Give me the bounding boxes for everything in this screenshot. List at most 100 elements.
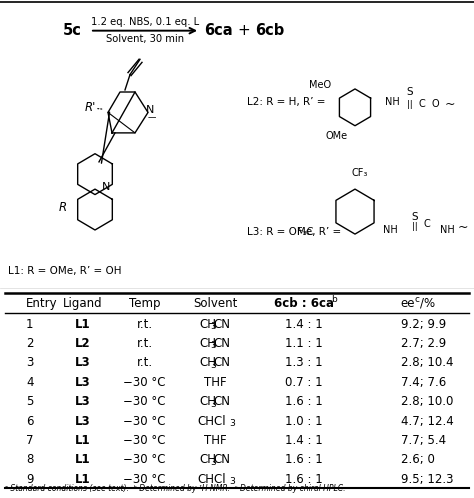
Text: 6ca: 6ca [204, 23, 232, 38]
Text: 3: 3 [210, 322, 217, 331]
Text: ||: || [412, 223, 418, 232]
Text: L3: L3 [75, 357, 91, 370]
Text: 0.7 : 1: 0.7 : 1 [285, 375, 322, 389]
Text: L1: L1 [75, 453, 91, 466]
Text: 2.8; 10.4: 2.8; 10.4 [401, 357, 453, 370]
Text: L3: L3 [75, 395, 91, 408]
Text: 3: 3 [210, 399, 217, 409]
Text: 1.4 : 1: 1.4 : 1 [285, 318, 323, 331]
Text: CF₃: CF₃ [352, 168, 368, 178]
Text: 3: 3 [210, 458, 217, 467]
Text: C: C [419, 99, 425, 109]
Text: CN: CN [214, 395, 231, 408]
Text: S: S [412, 212, 419, 222]
Text: ~: ~ [445, 98, 455, 111]
Text: L3: R = OMe, R’ =: L3: R = OMe, R’ = [247, 227, 341, 237]
Text: Solvent: Solvent [193, 297, 238, 310]
Text: F₃C: F₃C [297, 227, 313, 237]
Text: 2.8; 10.0: 2.8; 10.0 [401, 395, 453, 408]
Text: CHCl: CHCl [198, 473, 226, 486]
Text: 9.5; 12.3: 9.5; 12.3 [401, 473, 453, 486]
Text: 6cb: 6cb [255, 23, 284, 38]
Text: 5c: 5c [63, 23, 82, 38]
Text: 7.7; 5.4: 7.7; 5.4 [401, 434, 446, 447]
Text: b: b [331, 295, 337, 304]
Text: S: S [407, 87, 413, 97]
Text: L3: L3 [75, 375, 91, 389]
Text: CN: CN [214, 357, 231, 370]
Text: CH: CH [200, 337, 217, 350]
Text: 7: 7 [26, 434, 34, 447]
Text: R: R [59, 201, 67, 214]
Text: c: c [415, 295, 419, 304]
Text: ||: || [407, 100, 413, 109]
Text: Temp: Temp [129, 297, 160, 310]
Text: −30 °C: −30 °C [123, 473, 166, 486]
Text: −30 °C: −30 °C [123, 375, 166, 389]
Text: 4: 4 [26, 375, 34, 389]
Text: 9.2; 9.9: 9.2; 9.9 [401, 318, 446, 331]
Text: +: + [237, 23, 250, 38]
Text: 1.4 : 1: 1.4 : 1 [285, 434, 323, 447]
Text: THF: THF [204, 375, 227, 389]
Text: NH: NH [385, 97, 400, 107]
Text: L2: L2 [75, 337, 91, 350]
Text: OMe: OMe [326, 131, 348, 141]
Text: 3: 3 [230, 419, 236, 428]
Text: 2.7; 2.9: 2.7; 2.9 [401, 337, 446, 350]
Text: 1.6 : 1: 1.6 : 1 [285, 473, 323, 486]
Text: NH: NH [440, 225, 455, 235]
Text: CH: CH [200, 318, 217, 331]
Text: 3: 3 [210, 361, 217, 370]
Text: C: C [424, 219, 430, 229]
Text: 5: 5 [26, 395, 34, 408]
Text: 7.4; 7.6: 7.4; 7.6 [401, 375, 446, 389]
Text: L1: L1 [75, 473, 91, 486]
Text: L2: R = H, R’ =: L2: R = H, R’ = [247, 97, 326, 107]
Text: r.t.: r.t. [137, 318, 153, 331]
Text: 1.2 eq. NBS, 0.1 eq. L: 1.2 eq. NBS, 0.1 eq. L [91, 17, 199, 27]
Text: Entry: Entry [26, 297, 58, 310]
Text: 1.3 : 1: 1.3 : 1 [285, 357, 322, 370]
Text: 3: 3 [230, 477, 236, 486]
Text: NH: NH [383, 225, 398, 235]
Text: 1.6 : 1: 1.6 : 1 [285, 395, 323, 408]
Text: CH: CH [200, 357, 217, 370]
Text: −30 °C: −30 °C [123, 434, 166, 447]
Text: 1: 1 [26, 318, 34, 331]
Text: 1.0 : 1: 1.0 : 1 [285, 414, 322, 428]
Text: O: O [431, 99, 439, 109]
Text: —: — [148, 113, 156, 122]
Text: 8: 8 [26, 453, 34, 466]
Text: L1: L1 [75, 434, 91, 447]
Text: CH: CH [200, 453, 217, 466]
Text: L1: L1 [75, 318, 91, 331]
Text: −30 °C: −30 °C [123, 414, 166, 428]
Text: 3: 3 [210, 342, 217, 351]
Text: CHCl: CHCl [198, 414, 226, 428]
Text: 4.7; 12.4: 4.7; 12.4 [401, 414, 453, 428]
Text: 1.1 : 1: 1.1 : 1 [285, 337, 323, 350]
Text: 1.6 : 1: 1.6 : 1 [285, 453, 323, 466]
Text: THF: THF [204, 434, 227, 447]
Text: R': R' [84, 101, 96, 114]
Text: r.t.: r.t. [137, 337, 153, 350]
Text: N: N [102, 182, 110, 192]
Text: ee: ee [401, 297, 415, 310]
Text: CN: CN [214, 318, 231, 331]
Text: r.t.: r.t. [137, 357, 153, 370]
Text: 6cb : 6ca: 6cb : 6ca [273, 297, 334, 310]
Text: N: N [146, 106, 154, 116]
Text: CN: CN [214, 453, 231, 466]
Text: L1: R = OMe, R’ = OH: L1: R = OMe, R’ = OH [8, 266, 121, 276]
Text: 2: 2 [26, 337, 34, 350]
Text: ᵃ Standard conditions (see text).  ᵇ Determined by ¹H NMR.  ᶜ Determined by chir: ᵃ Standard conditions (see text). ᵇ Dete… [5, 484, 346, 493]
Text: 6: 6 [26, 414, 34, 428]
Text: CH: CH [200, 395, 217, 408]
Text: 9: 9 [26, 473, 34, 486]
Text: Solvent, 30 min: Solvent, 30 min [106, 34, 184, 44]
Text: L3: L3 [75, 414, 91, 428]
Text: 3: 3 [26, 357, 34, 370]
Text: Ligand: Ligand [63, 297, 103, 310]
Text: −30 °C: −30 °C [123, 395, 166, 408]
